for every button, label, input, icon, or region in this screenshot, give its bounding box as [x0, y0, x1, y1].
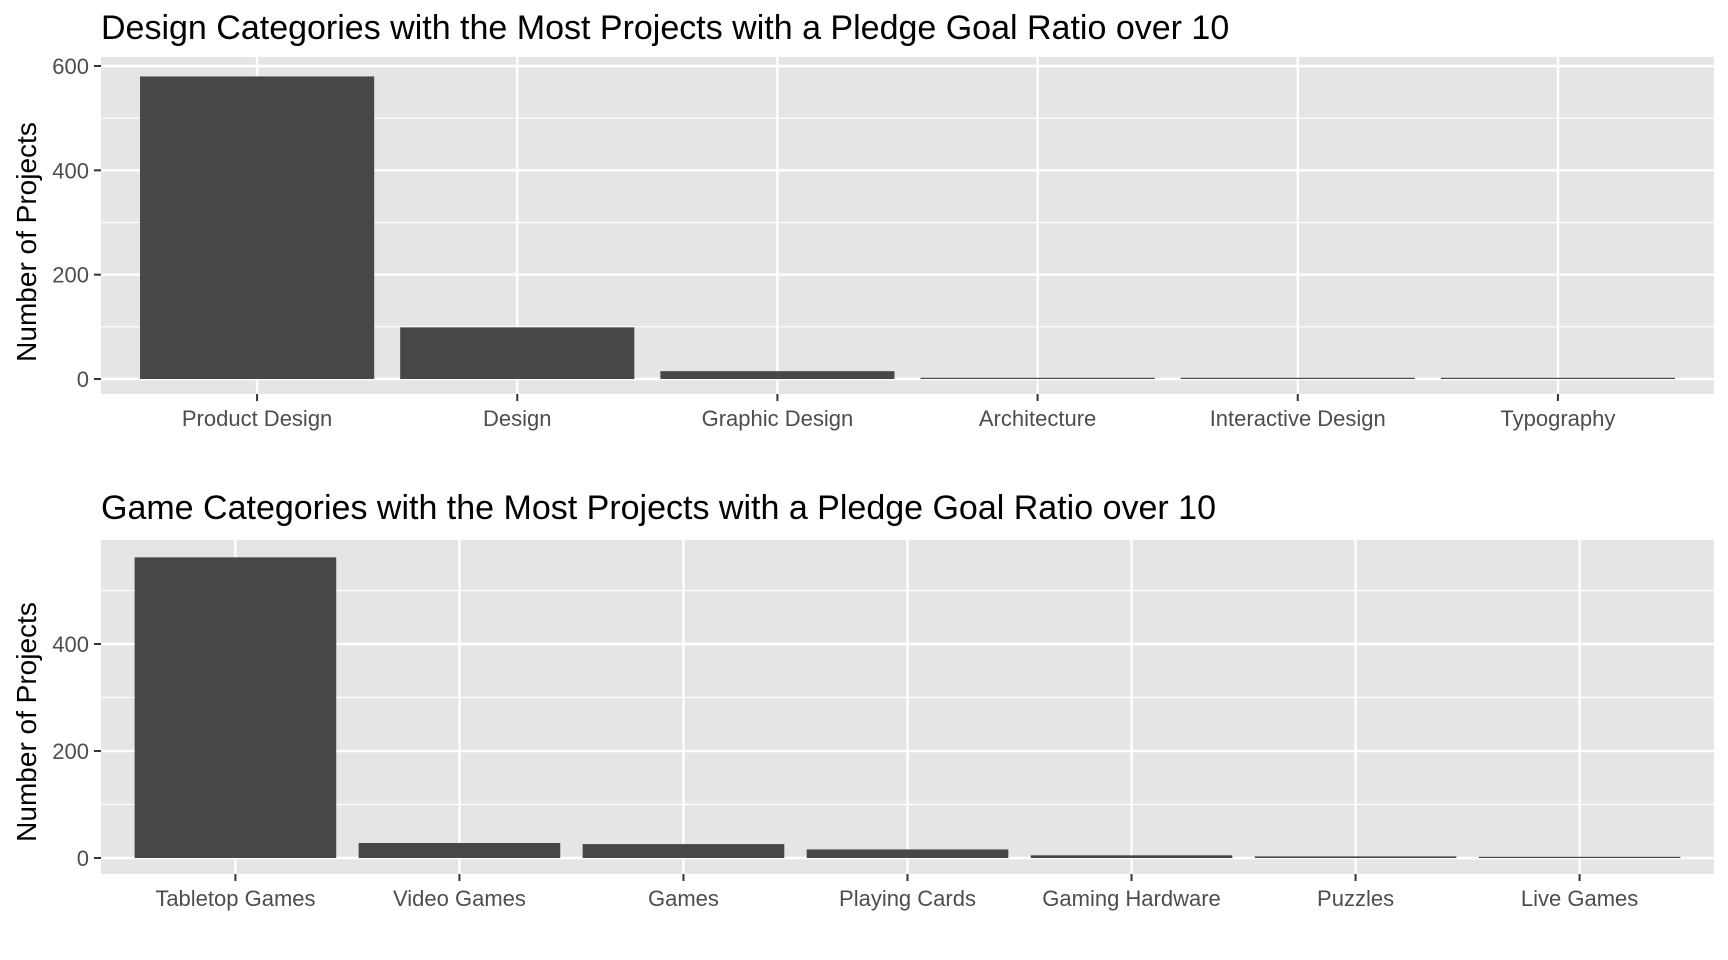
bar-interactive-design	[1180, 377, 1415, 379]
bar-design	[400, 327, 635, 379]
game-chart-y-axis: 0 200 400	[52, 632, 101, 871]
bar-graphic-design	[660, 371, 895, 379]
design-chart: Design Categories with the Most Projects…	[11, 9, 1714, 431]
bar-typography	[1440, 377, 1675, 379]
bar-video-games	[358, 843, 561, 858]
design-y-tick-label: 200	[52, 263, 89, 288]
game-chart-y-axis-label: Number of Projects	[11, 602, 42, 842]
game-x-tick-label: Live Games	[1521, 886, 1638, 911]
design-y-tick-label: 0	[77, 367, 89, 392]
game-x-tick-label: Tabletop Games	[155, 886, 315, 911]
bar-live-games	[1478, 856, 1681, 858]
bar-tabletop-games	[134, 557, 337, 858]
design-y-tick-label: 600	[52, 54, 89, 79]
design-chart-title: Design Categories with the Most Projects…	[101, 9, 1229, 47]
game-x-tick-label: Video Games	[393, 886, 526, 911]
design-x-tick-label: Architecture	[979, 406, 1096, 431]
game-x-tick-label: Puzzles	[1317, 886, 1394, 911]
bar-architecture	[920, 377, 1155, 379]
design-x-tick-label: Interactive Design	[1210, 406, 1386, 431]
design-x-tick-label: Graphic Design	[702, 406, 854, 431]
design-chart-bars	[140, 76, 1675, 379]
design-chart-y-axis: 0 200 400 600	[52, 54, 101, 392]
design-chart-x-axis: Product Design Design Graphic Design Archit…	[182, 394, 1615, 431]
design-x-tick-label: Product Design	[182, 406, 332, 431]
game-x-tick-label: Playing Cards	[839, 886, 976, 911]
bar-games	[582, 844, 785, 858]
design-x-tick-label: Design	[483, 406, 551, 431]
bar-puzzles	[1254, 856, 1457, 858]
game-y-tick-label: 0	[77, 846, 89, 871]
game-chart-bars	[134, 557, 1681, 858]
design-x-tick-label: Typography	[1500, 406, 1615, 431]
game-chart-x-axis: Tabletop Games Video Games Games Playing Ca…	[155, 874, 1638, 911]
game-x-tick-label: Gaming Hardware	[1042, 886, 1221, 911]
game-x-tick-label: Games	[648, 886, 719, 911]
game-y-tick-label: 200	[52, 739, 89, 764]
game-y-tick-label: 400	[52, 632, 89, 657]
design-chart-y-axis-label: Number of Projects	[11, 122, 42, 362]
game-chart-title: Game Categories with the Most Projects w…	[101, 489, 1216, 527]
bar-product-design	[140, 76, 375, 379]
bar-gaming-hardware	[1030, 855, 1233, 858]
game-chart: Game Categories with the Most Projects w…	[11, 489, 1714, 911]
design-y-tick-label: 400	[52, 158, 89, 183]
bar-playing-cards	[806, 849, 1009, 858]
